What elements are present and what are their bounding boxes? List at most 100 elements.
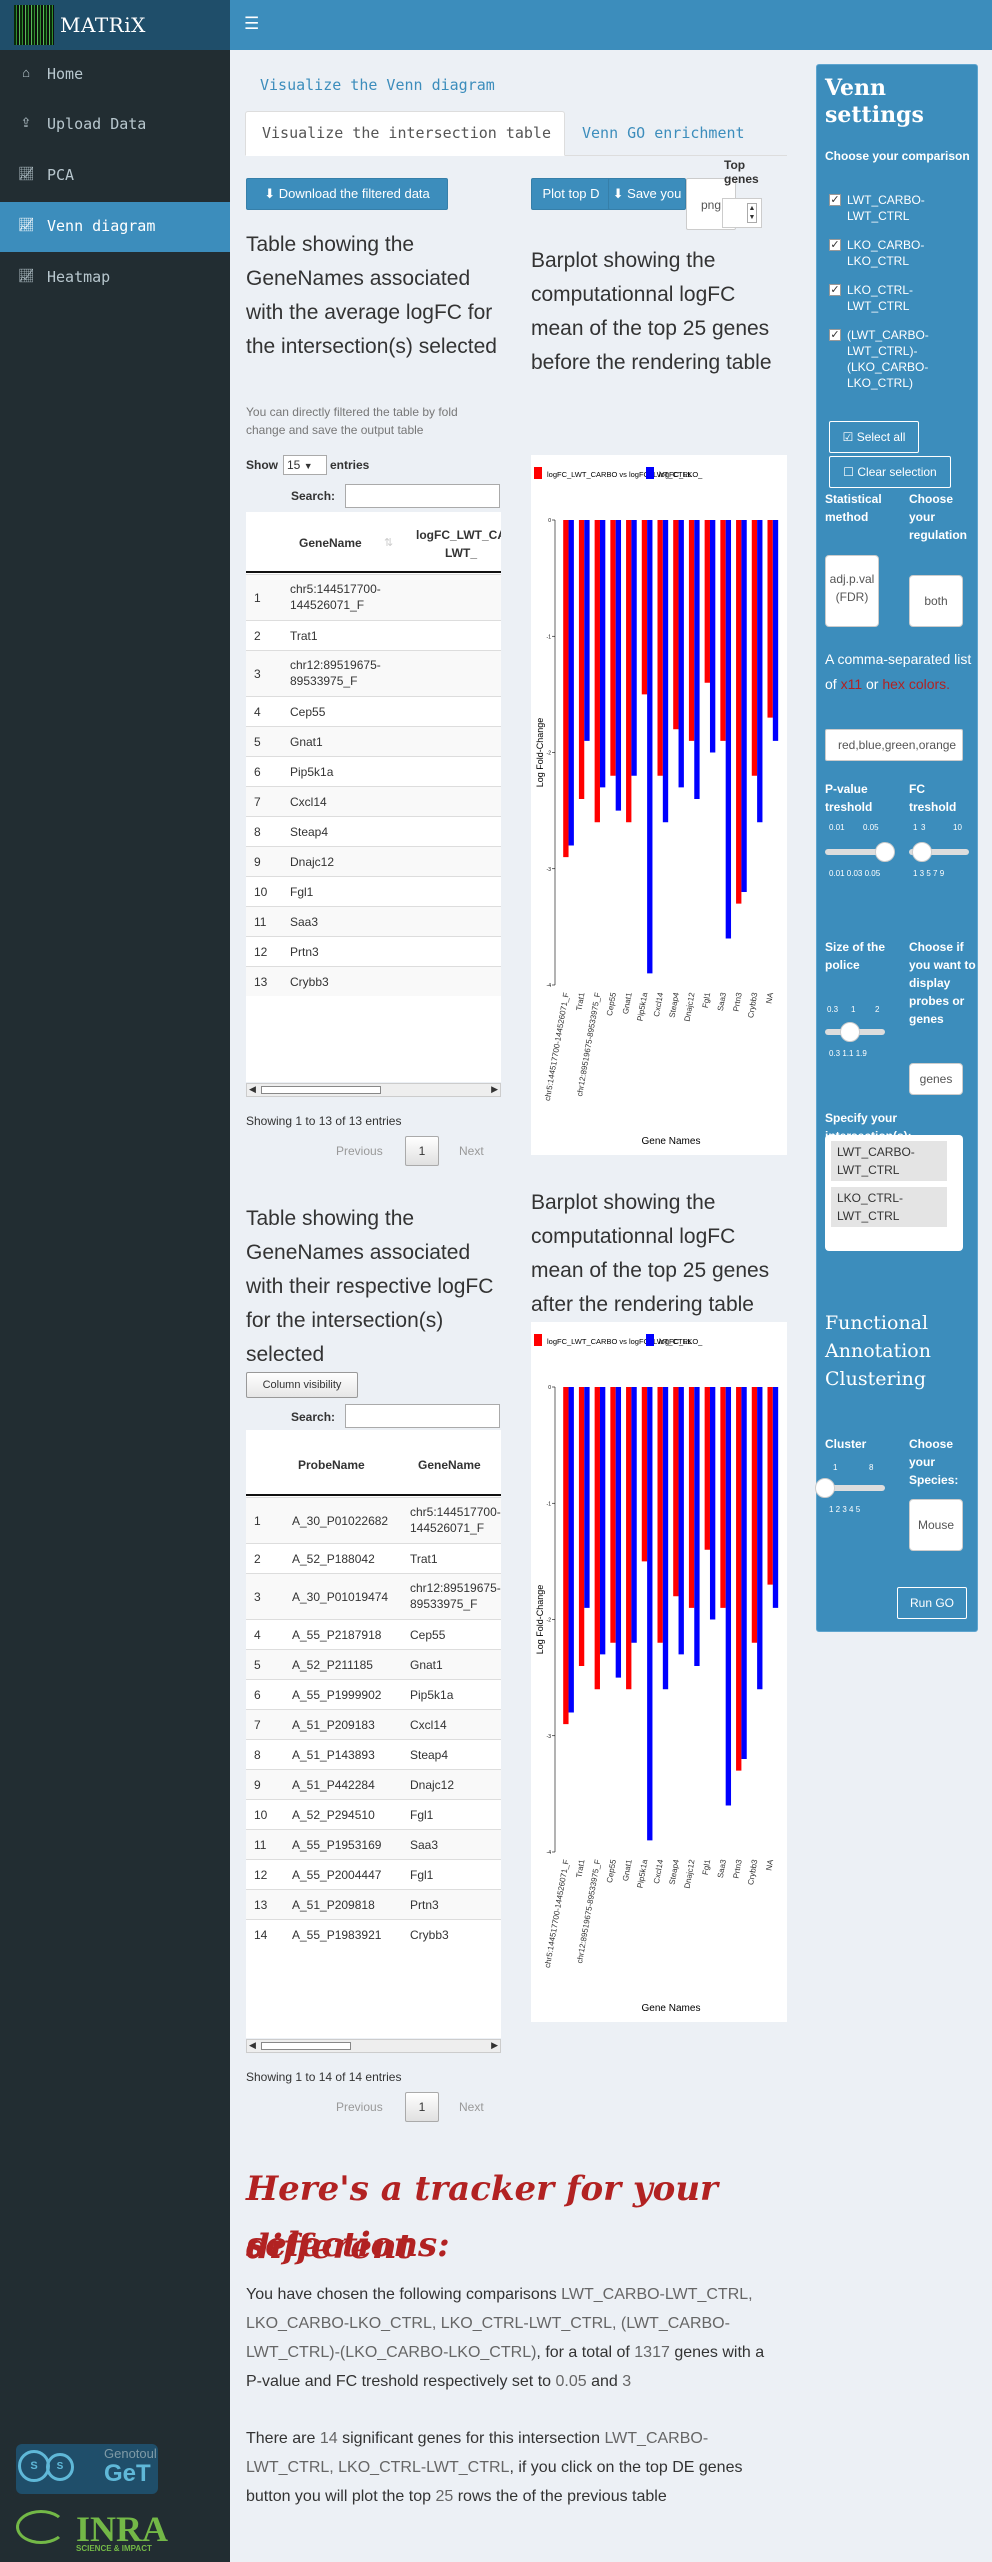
cluster-slider-track[interactable]	[825, 1485, 885, 1491]
sidebar-item-pca[interactable]: 📈︎ PCA	[0, 151, 230, 201]
table1-prev[interactable]: Previous	[336, 1144, 383, 1158]
entries-select[interactable]: 15 ▼	[283, 455, 327, 475]
comparison-checkbox[interactable]: ✓	[829, 284, 841, 296]
column-header[interactable]: GeneName	[299, 536, 362, 550]
gene-name: Steap4	[410, 1748, 449, 1762]
chart-svg: logFC_LWT_CARBO vs logFC_LWT_CTRLlogFC_L…	[534, 1334, 779, 2014]
inra-text: INRA	[76, 2509, 169, 2549]
species-select[interactable]: Mouse	[909, 1499, 963, 1551]
table1-scrollbar[interactable]: ◀ ▶	[246, 1083, 501, 1097]
run-go-button[interactable]: Run GO	[897, 1587, 967, 1619]
bar	[688, 520, 695, 741]
sidebar-item-upload[interactable]: ⇪ Upload Data	[0, 100, 230, 150]
select-all-button[interactable]: ☑ Select all	[829, 421, 919, 453]
probe-name: A_30_P01022682	[292, 1514, 389, 1528]
slider-min: 0.01	[829, 823, 845, 832]
bar	[599, 520, 606, 788]
table2-page[interactable]: 1	[405, 2092, 439, 2122]
table-row: 2 Trat1	[246, 620, 501, 650]
search-input[interactable]	[345, 484, 500, 508]
bar	[584, 520, 590, 741]
pvalue-slider-handle[interactable]	[875, 842, 895, 862]
row-index: 11	[254, 915, 267, 929]
inra-mark	[16, 2510, 66, 2544]
sidebar-toggle-icon[interactable]: ☰	[244, 14, 260, 33]
sidebar-item-home[interactable]: ⌂ Home	[0, 50, 230, 100]
save-plot-button[interactable]: ⬇ Save you	[608, 178, 686, 210]
slider-max: 0.05	[863, 823, 879, 832]
regulation-select[interactable]: both	[909, 575, 963, 627]
intersection-option[interactable]: LKO_CTRL-LWT_CTRL	[831, 1187, 947, 1227]
bar	[688, 1387, 695, 1608]
bar	[615, 1387, 622, 1678]
table-row: 9 Dnajc12	[246, 846, 501, 876]
table2-scrollbar[interactable]: ◀ ▶	[246, 2039, 501, 2053]
sidebar-item-label: Heatmap	[47, 268, 111, 286]
column-header[interactable]: logFC_LWT_CA LWT_	[416, 528, 501, 560]
probe-name: A_52_P188042	[292, 1552, 375, 1566]
sidebar-item-heatmap[interactable]: 📈︎ Heatmap	[0, 253, 230, 303]
fc-slider-handle[interactable]	[912, 842, 933, 862]
sidebar-item-venn[interactable]: 📈︎ Venn diagram	[0, 202, 230, 252]
gene-name: Dnajc12	[410, 1778, 455, 1792]
comparison-label: Choose your comparison	[825, 149, 970, 163]
table2-prev[interactable]: Previous	[336, 2100, 383, 2114]
intersection-option[interactable]: LWT_CARBO-LWT_CTRL	[831, 1141, 947, 1181]
table-row: 4 A_55_P2187918 Cep55	[246, 1619, 501, 1649]
scroll-right-icon[interactable]: ▶	[491, 2040, 498, 2050]
line-chart-icon: 📈︎	[18, 217, 35, 232]
scroll-left-icon[interactable]: ◀	[249, 1084, 256, 1094]
tracker-text: significant genes for this intersection	[342, 2430, 600, 2447]
bar	[662, 1387, 669, 1690]
bar	[563, 1387, 569, 1725]
table1-title: Table showing the GeneNames associated w…	[246, 233, 497, 358]
column-header[interactable]: ProbeName	[298, 1458, 365, 1472]
gene-name: Fgl1	[410, 1868, 434, 1882]
table2-next[interactable]: Next	[459, 2100, 484, 2114]
gene-name: Fgl1	[290, 885, 314, 899]
scroll-right-icon[interactable]: ▶	[491, 1084, 498, 1094]
colors-input[interactable]: red,blue,green,orange	[825, 729, 963, 761]
clear-selection-button[interactable]: ☐ Clear selection	[829, 456, 951, 488]
hex-link[interactable]: hex colors.	[882, 676, 951, 692]
table1-next[interactable]: Next	[459, 1144, 484, 1158]
plot-top-genes-button[interactable]: Plot top D	[531, 178, 611, 210]
stat-method-select[interactable]: adj.p.val (FDR)	[825, 555, 879, 627]
display-select[interactable]: genes	[909, 1063, 963, 1095]
comparison-checkbox[interactable]: ✓	[829, 194, 841, 206]
row-index: 13	[254, 1898, 268, 1912]
column-visibility-button[interactable]: Column visibility	[246, 1372, 358, 1398]
bar	[568, 1387, 574, 1713]
tracker-text: and	[591, 2373, 618, 2390]
top-genes-input[interactable]: ▲ ▼	[722, 198, 762, 228]
scroll-thumb[interactable]	[261, 1086, 381, 1094]
cluster-slider-handle[interactable]	[815, 1478, 835, 1498]
scroll-thumb[interactable]	[261, 2042, 351, 2050]
x11-link[interactable]: x11	[840, 676, 863, 692]
tab-visualize-venn[interactable]: Visualize the Venn diagram	[260, 76, 495, 94]
table1-page[interactable]: 1	[405, 1136, 439, 1166]
police-slider-handle[interactable]	[839, 1022, 860, 1042]
sort-icon[interactable]: ⇅	[384, 537, 394, 549]
comparison-checkbox[interactable]: ✓	[829, 239, 841, 251]
probe-name: A_55_P2187918	[292, 1628, 382, 1642]
row-index: 5	[254, 1658, 261, 1672]
tracker-title-line2: selections:	[246, 2225, 450, 2265]
genotoul-mark-2: S	[46, 2453, 74, 2481]
download-filtered-button[interactable]: ⬇ Download the filtered data	[246, 178, 448, 210]
genotoul-logo: S S Genotoul GeT	[16, 2444, 158, 2494]
scroll-left-icon[interactable]: ◀	[249, 2040, 256, 2050]
tab-venn-go[interactable]: Venn GO enrichment	[582, 124, 745, 142]
search-input[interactable]	[345, 1404, 500, 1428]
stepper-icon[interactable]: ▲ ▼	[747, 203, 757, 223]
row-index: 13	[254, 975, 268, 989]
column-header[interactable]: GeneName	[418, 1458, 481, 1472]
fc-slider-track[interactable]	[909, 849, 969, 855]
format-select[interactable]: png	[686, 178, 736, 230]
intersection-select[interactable]: LWT_CARBO-LWT_CTRL LKO_CTRL-LWT_CTRL	[825, 1135, 963, 1251]
comparison-checkbox[interactable]: ✓	[829, 329, 841, 341]
tracker-text: You have chosen the following comparison…	[246, 2286, 557, 2303]
pvalue-slider-track[interactable]	[825, 849, 885, 855]
tab-intersection-table[interactable]: Visualize the intersection table	[245, 111, 565, 156]
cluster-label: Cluster	[825, 1437, 867, 1451]
